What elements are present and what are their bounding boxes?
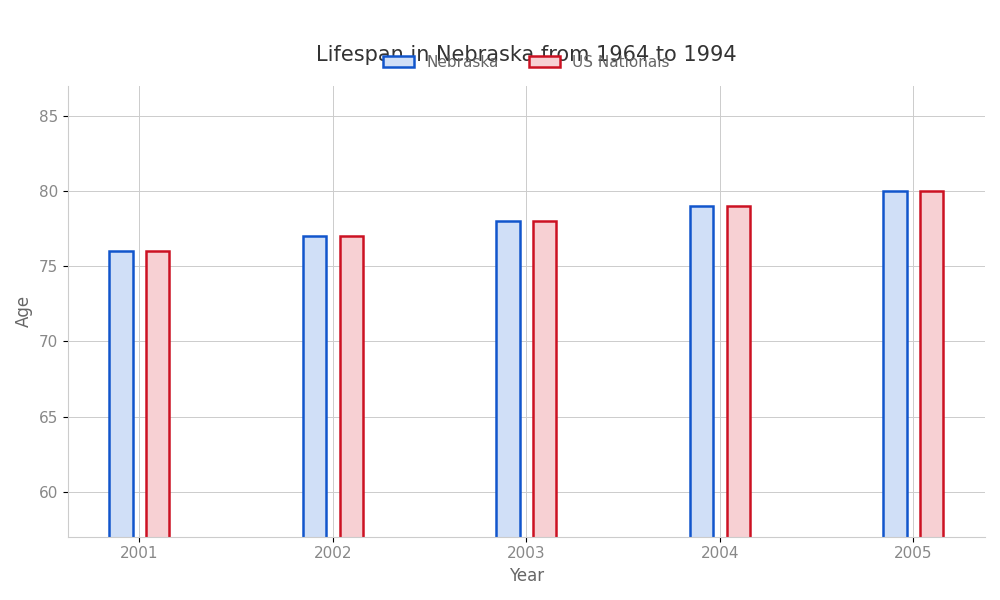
Bar: [883, 191, 907, 600]
Bar: [303, 236, 326, 600]
Bar: [727, 206, 750, 600]
Legend: Nebraska, US Nationals: Nebraska, US Nationals: [377, 49, 675, 76]
Y-axis label: Age: Age: [15, 295, 33, 328]
Bar: [533, 221, 556, 600]
Bar: [109, 251, 133, 600]
Bar: [920, 191, 943, 600]
Bar: [146, 251, 169, 600]
Bar: [340, 236, 363, 600]
Bar: [496, 221, 520, 600]
Title: Lifespan in Nebraska from 1964 to 1994: Lifespan in Nebraska from 1964 to 1994: [316, 45, 737, 65]
X-axis label: Year: Year: [509, 567, 544, 585]
Bar: [690, 206, 713, 600]
